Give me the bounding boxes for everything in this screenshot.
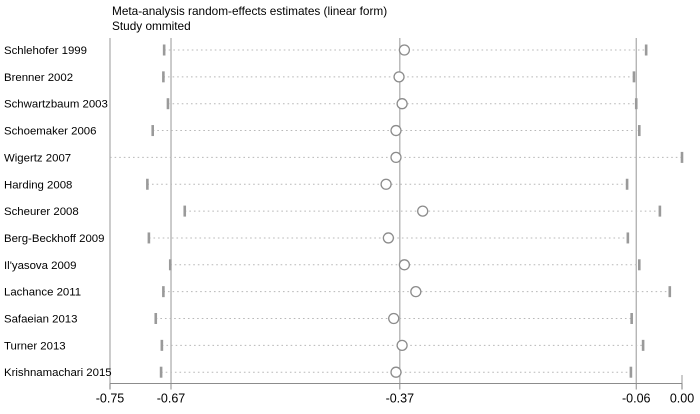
study-label: Brenner 2002 xyxy=(4,72,73,84)
chart-title: Meta-analysis random-effects estimates (… xyxy=(112,4,388,18)
study-label: Turner 2013 xyxy=(4,340,66,352)
estimate-marker xyxy=(388,312,400,325)
x-tick-label: -0.75 xyxy=(96,392,125,406)
estimate-marker xyxy=(390,124,402,137)
x-tick-label: -0.67 xyxy=(157,392,186,406)
estimate-marker xyxy=(410,285,422,298)
estimate-marker xyxy=(380,178,392,190)
chart-subtitle: Study ommited xyxy=(112,19,191,33)
x-tick-label: -0.37 xyxy=(386,392,415,406)
x-tick-label: -0.06 xyxy=(622,392,651,406)
study-label: Schoemaker 2006 xyxy=(4,126,96,138)
estimate-marker xyxy=(417,205,429,217)
study-label: Harding 2008 xyxy=(4,179,72,191)
estimate-marker xyxy=(396,98,408,110)
estimate-marker xyxy=(393,71,405,83)
study-label: Il'yasova 2009 xyxy=(4,260,76,272)
estimate-marker xyxy=(398,44,411,56)
study-label: Lachance 2011 xyxy=(4,287,81,299)
estimate-marker xyxy=(398,259,411,271)
estimate-marker xyxy=(396,339,408,352)
study-label: Safaeian 2013 xyxy=(4,314,77,326)
study-label: Berg-Beckhoff 2009 xyxy=(4,233,104,245)
study-label: Schwartzbaum 2003 xyxy=(4,99,108,111)
estimate-marker xyxy=(382,232,395,244)
study-label: Schlehofer 1999 xyxy=(4,45,87,57)
estimate-marker xyxy=(390,151,402,164)
study-label: Wigertz 2007 xyxy=(4,152,71,164)
estimate-marker xyxy=(390,366,402,378)
study-label: Scheurer 2008 xyxy=(4,206,79,218)
x-tick-label: 0.00 xyxy=(670,392,694,406)
study-label: Krishnamachari 2015 xyxy=(4,367,112,379)
